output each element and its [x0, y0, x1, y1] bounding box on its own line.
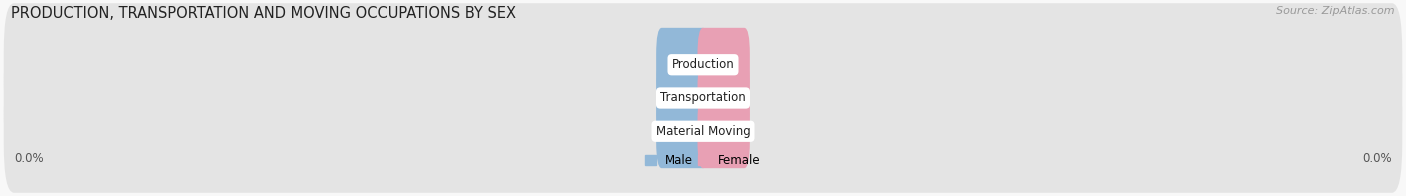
Text: 0.0%: 0.0%	[668, 60, 697, 70]
Text: Production: Production	[672, 58, 734, 71]
FancyBboxPatch shape	[697, 61, 749, 135]
FancyBboxPatch shape	[4, 3, 1402, 126]
FancyBboxPatch shape	[657, 94, 709, 168]
Text: 0.0%: 0.0%	[709, 60, 738, 70]
FancyBboxPatch shape	[4, 36, 1402, 160]
Text: 0.0%: 0.0%	[668, 126, 697, 136]
Text: 0.0%: 0.0%	[668, 93, 697, 103]
Text: PRODUCTION, TRANSPORTATION AND MOVING OCCUPATIONS BY SEX: PRODUCTION, TRANSPORTATION AND MOVING OC…	[11, 6, 516, 21]
Text: Source: ZipAtlas.com: Source: ZipAtlas.com	[1277, 6, 1395, 16]
Text: 0.0%: 0.0%	[1362, 152, 1392, 165]
Legend: Male, Female: Male, Female	[645, 154, 761, 167]
FancyBboxPatch shape	[4, 70, 1402, 193]
FancyBboxPatch shape	[657, 61, 709, 135]
Text: 0.0%: 0.0%	[14, 152, 44, 165]
FancyBboxPatch shape	[657, 28, 709, 102]
FancyBboxPatch shape	[697, 28, 749, 102]
Text: 0.0%: 0.0%	[709, 126, 738, 136]
Text: 0.0%: 0.0%	[709, 93, 738, 103]
Text: Transportation: Transportation	[661, 92, 745, 104]
Text: Material Moving: Material Moving	[655, 125, 751, 138]
FancyBboxPatch shape	[697, 94, 749, 168]
